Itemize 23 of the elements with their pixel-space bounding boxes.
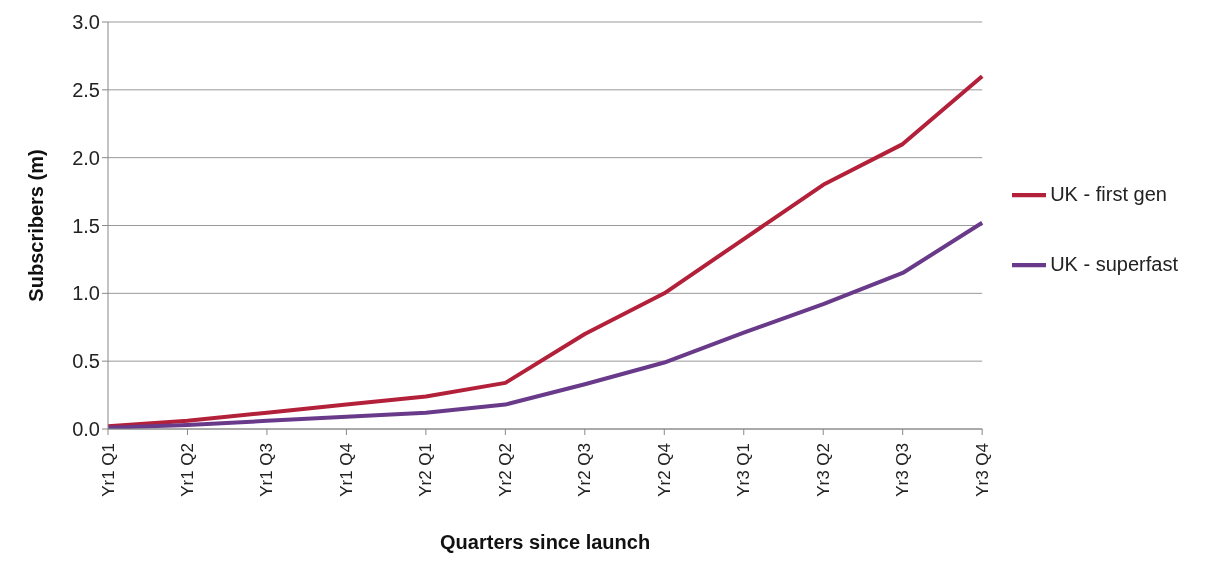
y-tick-label: 3.0 [72, 11, 100, 34]
y-tick-label: 2.5 [72, 78, 100, 101]
x-tick-label: Yr2 Q1 [416, 443, 436, 497]
x-tick-label: Yr2 Q3 [575, 443, 595, 497]
x-tick-label: Yr1 Q2 [177, 443, 197, 497]
x-tick-label: Yr3 Q3 [893, 443, 913, 497]
x-tick-label: Yr3 Q1 [734, 443, 754, 497]
x-tick-label: Yr1 Q4 [336, 443, 356, 497]
y-axis-title: Subscribers (m) [25, 149, 48, 302]
legend-label: UK - first gen [1050, 182, 1167, 205]
y-tick-label: 1.0 [72, 282, 100, 305]
x-tick-label: Yr3 Q2 [813, 443, 833, 497]
x-tick-label: Yr3 Q4 [972, 443, 992, 497]
x-tick-label: Yr2 Q4 [654, 443, 674, 497]
x-tick-label: Yr1 Q3 [257, 443, 277, 497]
y-tick-label: 0.5 [72, 350, 100, 373]
legend-label: UK - superfast [1050, 252, 1178, 275]
y-tick-label: 1.5 [72, 214, 100, 237]
x-tick-label: Yr2 Q2 [495, 443, 515, 497]
x-axis-title: Quarters since launch [440, 531, 651, 553]
x-tick-label: Yr1 Q1 [98, 443, 118, 497]
y-tick-label: 2.0 [72, 146, 100, 169]
y-tick-label: 0.0 [72, 418, 100, 441]
